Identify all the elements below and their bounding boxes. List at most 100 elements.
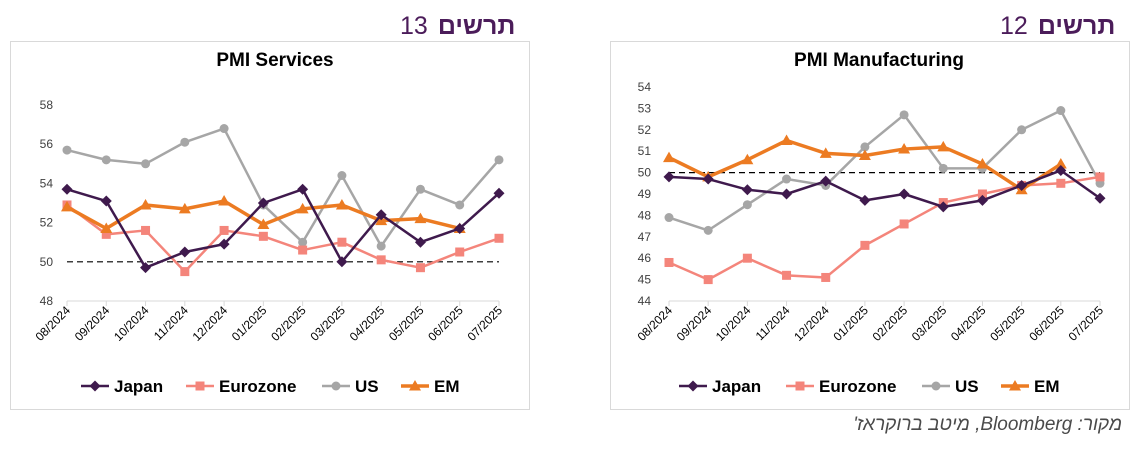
pmi-services-x-tick-label: 11/2024 — [151, 303, 191, 343]
pmi-manufacturing-point-japan — [1094, 192, 1106, 204]
pmi-services-legend-marker-japan — [89, 380, 101, 392]
pmi-services-point-japan — [336, 256, 348, 268]
pmi-manufacturing-line-eurozone — [668, 175, 1101, 281]
pmi-services-x-tick-label: 09/2024 — [72, 303, 113, 344]
pmi-manufacturing-point-us — [742, 200, 752, 210]
pmi-services-y-tick-label: 58 — [40, 98, 54, 112]
pmi-manufacturing-point-japan — [702, 173, 714, 185]
pmi-services-line-japan — [66, 188, 500, 269]
pmi-services-y-tick-label: 48 — [40, 294, 54, 308]
pmi-manufacturing-point-japan — [859, 194, 871, 206]
pmi-manufacturing-legend-marker-japan — [687, 380, 699, 392]
pmi-manufacturing-point-em — [741, 153, 754, 165]
pmi-services-legend-marker-em — [409, 380, 421, 391]
pmi-services-point-em — [414, 212, 427, 224]
pmi-manufacturing-point-us — [938, 163, 948, 173]
pmi-services-point-japan — [179, 246, 191, 258]
pmi-manufacturing-point-eurozone — [664, 257, 674, 267]
pmi-services-y-tick-label: 52 — [40, 216, 54, 230]
pmi-manufacturing-x-tick-label: 01/2025 — [830, 303, 871, 344]
pmi-services-point-eurozone — [141, 225, 151, 235]
pmi-manufacturing-y-tick-label: 45 — [638, 273, 652, 287]
pmi-services-legend-label-eurozone: Eurozone — [219, 377, 296, 396]
pmi-manufacturing-x-tick-label: 12/2024 — [791, 303, 832, 344]
pmi-services-legend-label-us: US — [355, 377, 379, 396]
pmi-manufacturing-y-tick-label: 48 — [638, 208, 652, 222]
pmi-manufacturing-x-tick-label: 09/2024 — [674, 303, 715, 344]
pmi-manufacturing-legend-label-us: US — [955, 377, 979, 396]
pmi-manufacturing-point-us — [1017, 125, 1027, 135]
services-chart-panel: PMI Services 48 50 52 54 56 58 08/2024 09/2024 10… — [10, 41, 530, 410]
pmi-services-point-eurozone — [101, 229, 111, 239]
figure-label-left: תרשים 13 — [400, 12, 515, 41]
pmi-services-point-em — [296, 202, 309, 214]
pmi-services-point-em — [100, 222, 113, 233]
pmi-manufacturing-point-japan — [781, 188, 793, 200]
pmi-manufacturing-x-tick-label: 07/2025 — [1066, 303, 1107, 344]
pmi-manufacturing-x-tick-label: 10/2024 — [713, 303, 754, 344]
source-note: מקור: Bloomberg, מיטב ברוקראז' — [853, 414, 1122, 435]
pmi-manufacturing-legend-marker-em — [1009, 380, 1021, 391]
pmi-services-legend-marker-eurozone — [195, 381, 205, 391]
pmi-services-x-tick-label: 04/2025 — [347, 303, 388, 344]
pmi-manufacturing-legend-label-eurozone: Eurozone — [819, 377, 896, 396]
pmi-manufacturing-point-em — [898, 143, 911, 154]
manufacturing-chart-panel: PMI Manufacturing 44 45 46 47 48 49 50 51 52 53 54 0… — [610, 41, 1130, 410]
pmi-services-series-eurozone — [62, 200, 504, 277]
pmi-manufacturing-point-us — [860, 142, 870, 152]
pmi-manufacturing-point-japan — [1016, 179, 1028, 191]
pmi-services-y-tick-label: 50 — [40, 255, 54, 269]
pmi-manufacturing-series-us — [664, 106, 1105, 235]
pmi-services-point-japan — [493, 187, 505, 199]
pmi-manufacturing-legend-label-em: EM — [1034, 377, 1060, 396]
pmi-manufacturing-y-tick-label: 47 — [638, 230, 652, 244]
pmi-manufacturing-point-eurozone — [821, 272, 831, 282]
pmi-manufacturing-point-us — [1056, 106, 1066, 116]
pmi-manufacturing-point-eurozone — [899, 219, 909, 229]
pmi-manufacturing-x-tick-label: 11/2024 — [753, 303, 793, 343]
pmi-manufacturing-point-em — [858, 149, 871, 160]
figure-word: תרשים — [1037, 12, 1116, 40]
pmi-manufacturing-y-tick-label: 52 — [638, 123, 652, 137]
pmi-services-x-tick-label: 05/2025 — [386, 303, 427, 344]
pmi-services-x-tick-label: 02/2025 — [268, 303, 309, 344]
pmi-manufacturing-point-em — [819, 147, 832, 158]
pmi-services-point-japan — [140, 262, 152, 274]
pmi-manufacturing-point-eurozone — [742, 253, 752, 263]
pmi-manufacturing-line-us — [668, 109, 1102, 232]
pmi-services-series-em — [61, 195, 466, 233]
pmi-manufacturing-point-japan — [741, 184, 753, 196]
figure-number: 13 — [400, 12, 428, 40]
pmi-services-point-japan — [375, 209, 387, 221]
pmi-services-line-us — [66, 127, 500, 248]
pmi-services-point-eurozone — [219, 225, 229, 235]
pmi-manufacturing-x-tick-label: 06/2025 — [1026, 303, 1067, 344]
pmi-services-point-em — [335, 198, 348, 210]
pmi-services-point-japan — [454, 222, 466, 234]
pmi-services-point-japan — [100, 195, 112, 207]
pmi-manufacturing-point-em — [937, 140, 950, 152]
pmi-services-title: PMI Services — [216, 50, 333, 71]
pmi-services-x-tick-label: 10/2024 — [111, 303, 152, 344]
figure-word: תרשים — [437, 12, 516, 40]
pmi-manufacturing-point-japan — [663, 171, 675, 183]
pmi-manufacturing-line-japan — [668, 169, 1101, 209]
pmi-services-point-em — [61, 200, 73, 212]
pmi-manufacturing-y-tick-label: 46 — [638, 251, 652, 265]
pmi-manufacturing-x-tick-label: 04/2025 — [948, 303, 989, 344]
pmi-manufacturing-series-japan — [663, 164, 1106, 213]
pmi-manufacturing-point-eurozone — [860, 240, 870, 250]
pmi-services-point-japan — [257, 197, 269, 209]
pmi-services-point-em — [139, 198, 152, 210]
pmi-services-point-us — [494, 155, 504, 165]
pmi-manufacturing-point-eurozone — [1095, 172, 1105, 182]
pmi-manufacturing-x-tick-label: 02/2025 — [870, 303, 911, 344]
pmi-services-point-japan — [218, 238, 230, 250]
pmi-manufacturing-point-eurozone — [977, 189, 987, 199]
pmi-services-point-us — [376, 241, 386, 251]
pmi-services-y-tick-label: 56 — [40, 137, 54, 151]
pmi-services-point-eurozone — [180, 267, 190, 277]
pmi-manufacturing-point-us — [664, 213, 674, 223]
pmi-manufacturing-y-tick-label: 51 — [638, 144, 652, 158]
pmi-services-point-us — [337, 171, 347, 181]
